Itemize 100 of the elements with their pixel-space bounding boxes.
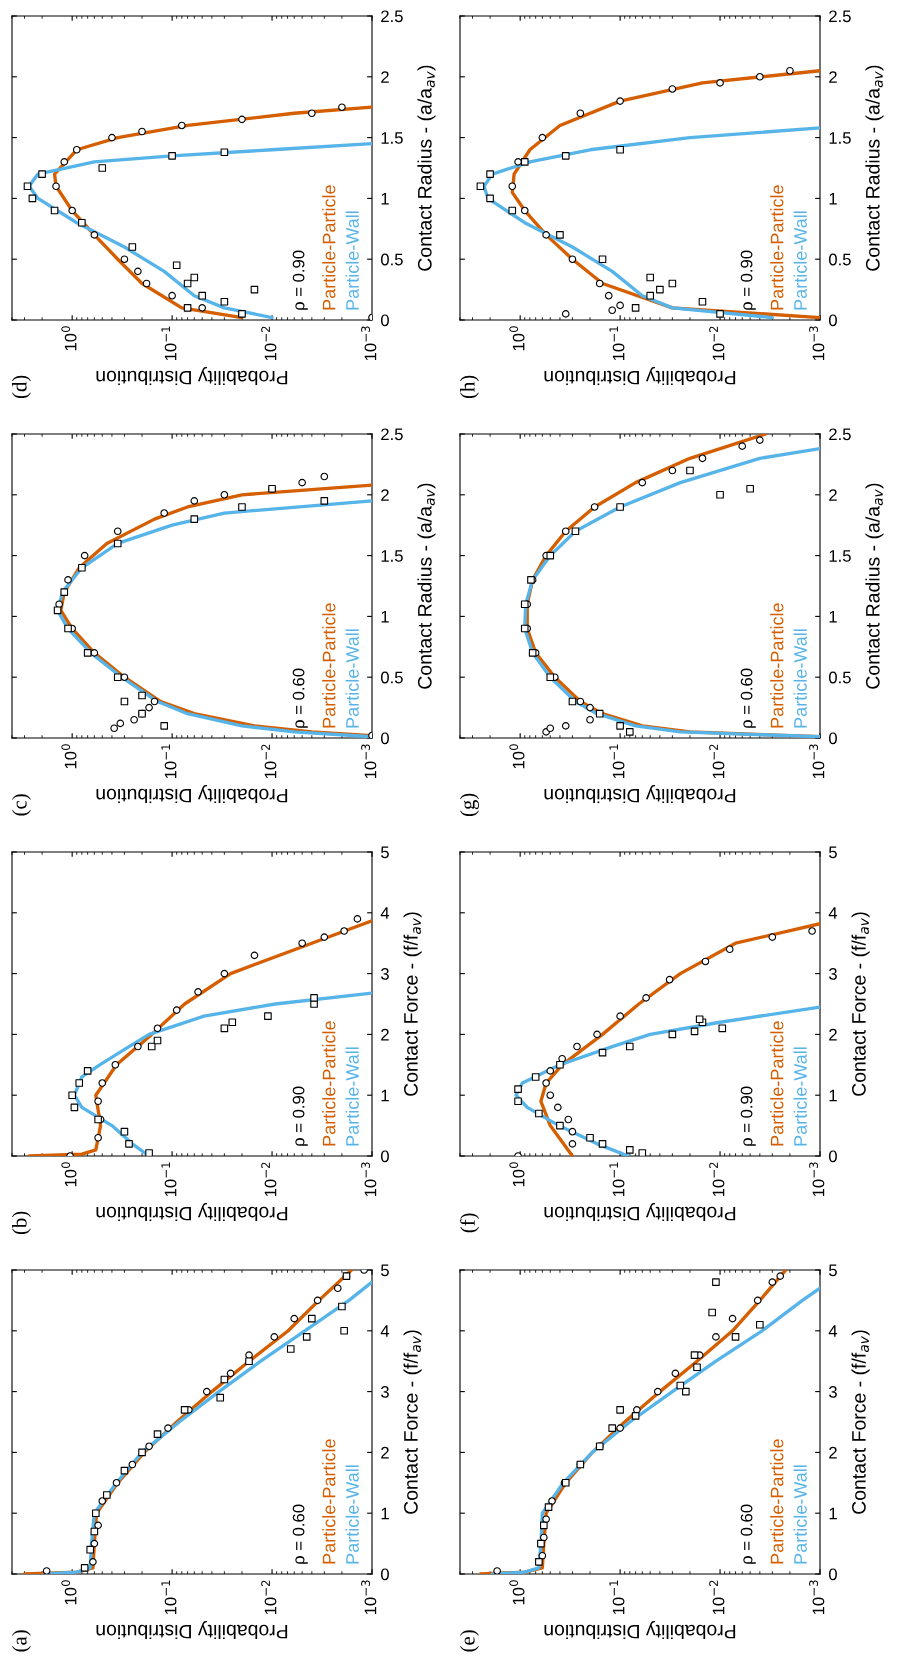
x-tick-label: 10$^{−2}$	[709, 744, 725, 779]
text: Particle-Wall	[793, 211, 807, 310]
y-tick-label: 1.5	[829, 132, 851, 144]
text: Particle-Particle	[770, 185, 784, 310]
x-tick-label: 10$^{−3}$	[809, 1162, 825, 1197]
text: Particle-Particle	[770, 1021, 784, 1146]
text: Particle-Particle	[322, 1439, 336, 1564]
x-tick-label: 10$^{0}$	[509, 744, 525, 769]
y-tick-label: 5	[381, 846, 389, 859]
y-tick-label: 0.5	[380, 671, 403, 684]
y-tick-label: 1	[829, 192, 837, 205]
x-tick-label: 10$^{0}$	[509, 1162, 525, 1187]
text: (e)	[460, 1630, 479, 1652]
text: Particle-Wall	[345, 1047, 359, 1146]
annotation: ρ = 0.90	[292, 250, 308, 310]
y-axis-title: Contact Radius - (a/a$_{av}$)	[865, 483, 884, 689]
y-tick-label: 2	[829, 1446, 837, 1459]
annotation: ρ = 0.60	[740, 668, 756, 728]
x-tick-label: 10$^{0}$	[61, 326, 77, 351]
y-tick-label: 5	[381, 1264, 389, 1277]
y-tick-label: 1	[829, 1507, 837, 1520]
y-tick-label: 2.5	[829, 10, 851, 23]
y-tick-label: 0.5	[828, 253, 851, 266]
y-tick-label: 0	[380, 314, 389, 327]
y-axis-title: Contact Radius - (a/a$_{av}$)	[417, 65, 436, 271]
text: (g)	[460, 793, 479, 817]
x-tick-label: 10$^{−3}$	[361, 1162, 377, 1197]
y-tick-label: 3	[828, 968, 837, 980]
x-tick-label: 10$^{−1}$	[609, 1162, 625, 1197]
y-tick-label: 5	[829, 846, 837, 859]
x-tick-label: 10$^{−1}$	[609, 744, 625, 779]
text: (f)	[460, 1213, 480, 1233]
x-tick-label: 10$^{−2}$	[261, 744, 277, 779]
x-tick-label: 10$^{0}$	[509, 1580, 525, 1605]
x-tick-label: 10$^{−3}$	[809, 1580, 825, 1615]
x-tick-label: 10$^{−2}$	[709, 1580, 725, 1615]
x-axis-title: Probability Distribution	[544, 1202, 736, 1222]
y-axis-title: Contact Radius - (a/a$_{av}$)	[865, 65, 884, 271]
x-tick-label: 10$^{−3}$	[361, 326, 377, 361]
y-tick-label: 1	[829, 610, 837, 623]
x-tick-label: 10$^{−3}$	[809, 744, 825, 779]
x-tick-label: 10$^{−1}$	[161, 744, 177, 779]
text: Particle-Wall	[345, 211, 359, 310]
x-tick-label: 10$^{−1}$	[609, 1580, 625, 1615]
text: Particle-Wall	[793, 1047, 807, 1146]
y-tick-label: 2.5	[829, 428, 851, 441]
x-axis-title: Probability Distribution	[544, 784, 736, 804]
x-tick-label: 10$^{−1}$	[161, 1162, 177, 1197]
text: (a)	[12, 1630, 31, 1652]
x-tick-label: 10$^{0}$	[61, 744, 77, 769]
x-tick-label: 10$^{−3}$	[809, 326, 825, 361]
x-tick-label: 10$^{−2}$	[709, 1162, 725, 1197]
text: (h)	[460, 375, 479, 399]
annotation: ρ = 0.90	[740, 1086, 756, 1146]
y-tick-label: 0	[828, 314, 837, 327]
x-axis-title: Probability Distribution	[544, 1620, 736, 1640]
y-tick-label: 5	[829, 1264, 837, 1277]
y-tick-label: 1	[381, 1507, 389, 1520]
x-tick-label: 10$^{−2}$	[261, 1162, 277, 1197]
text: Particle-Wall	[793, 629, 807, 728]
y-tick-label: 2	[381, 489, 389, 501]
y-tick-label: 0.5	[828, 671, 851, 684]
y-axis-title: Contact Force - (f/f$_{av}$)	[851, 912, 870, 1096]
y-tick-label: 2	[829, 71, 837, 83]
y-tick-label: 1.5	[381, 132, 403, 144]
y-tick-label: 0	[380, 1568, 389, 1581]
y-tick-label: 0.5	[380, 253, 403, 266]
text: Particle-Wall	[345, 1465, 359, 1564]
text: Particle-Wall	[793, 1465, 807, 1564]
x-axis-title: Probability Distribution	[544, 366, 736, 386]
y-axis-title: Contact Force - (f/f$_{av}$)	[403, 1330, 422, 1514]
text: Particle-Particle	[322, 185, 336, 310]
y-tick-label: 0	[380, 732, 389, 745]
y-tick-label: 4	[380, 1325, 390, 1337]
y-tick-label: 3	[380, 1386, 389, 1398]
y-tick-label: 2.5	[381, 10, 403, 23]
y-tick-label: 4	[828, 1325, 838, 1337]
y-axis-title: Contact Force - (f/f$_{av}$)	[851, 1330, 870, 1514]
text: Particle-Wall	[345, 629, 359, 728]
text: Particle-Particle	[322, 1021, 336, 1146]
y-tick-label: 3	[380, 968, 389, 980]
y-tick-label: 0	[828, 1150, 837, 1163]
y-tick-label: 4	[380, 907, 390, 919]
x-axis-title: Probability Distribution	[96, 1620, 288, 1640]
text: (b)	[12, 1211, 31, 1235]
y-tick-label: 2	[829, 1028, 837, 1041]
x-axis-title: Probability Distribution	[96, 784, 288, 804]
x-tick-label: 10$^{0}$	[61, 1580, 77, 1605]
y-tick-label: 2	[381, 1446, 389, 1459]
y-tick-label: 1	[381, 1089, 389, 1102]
x-tick-label: 10$^{−1}$	[161, 326, 177, 361]
y-tick-label: 4	[828, 907, 838, 919]
y-tick-label: 1.5	[381, 550, 403, 562]
y-tick-label: 2	[381, 71, 389, 83]
x-axis-title: Probability Distribution	[96, 366, 288, 386]
y-tick-label: 2	[381, 1028, 389, 1041]
y-tick-label: 3	[828, 1386, 837, 1398]
y-tick-label: 1	[829, 1089, 837, 1102]
y-tick-label: 2.5	[381, 428, 403, 441]
x-tick-label: 10$^{−2}$	[261, 1580, 277, 1615]
